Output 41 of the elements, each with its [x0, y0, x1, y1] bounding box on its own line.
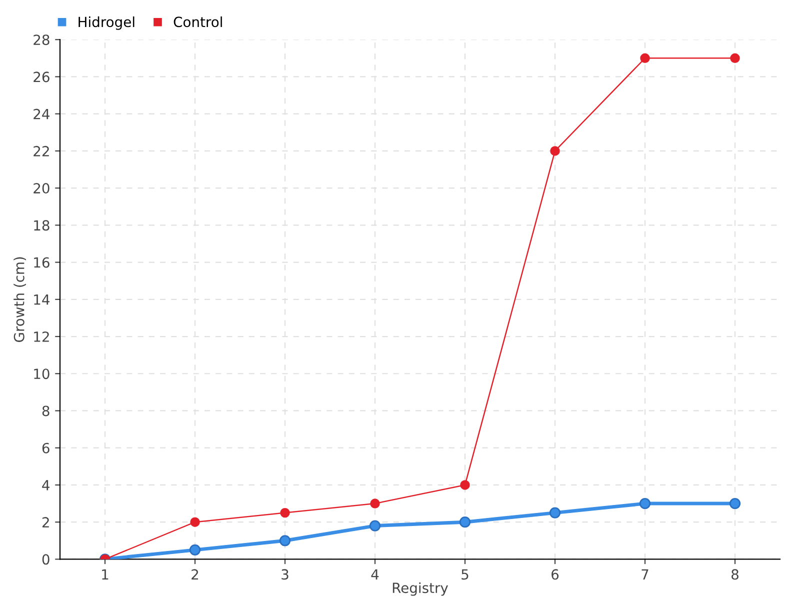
x-tick-label: 4	[371, 569, 379, 580]
x-tick-label: 2	[192, 569, 198, 580]
point	[370, 498, 380, 508]
y-tick-label: 22	[34, 146, 49, 156]
point	[729, 498, 741, 510]
y-tick-label: 4	[42, 480, 50, 490]
point	[189, 544, 201, 556]
x-tick-label: 1	[102, 569, 108, 580]
point	[190, 517, 200, 527]
y-tick-label: 26	[34, 72, 50, 82]
y-tick-label: 0	[42, 554, 50, 565]
y-tick-label: 24	[34, 108, 50, 120]
x-tick-label: 6	[552, 569, 559, 580]
y-tick-label: 18	[34, 220, 50, 231]
point	[730, 53, 740, 64]
x-axis-title: Registry	[392, 582, 448, 596]
y-tick-label: 10	[34, 368, 50, 380]
point	[280, 508, 290, 518]
point	[369, 520, 381, 532]
point	[460, 480, 470, 490]
y-tick-label: 20	[34, 183, 50, 194]
y-tick-label: 16	[34, 257, 50, 268]
x-tick-label: 8	[732, 569, 738, 580]
y-tick-label: 12	[34, 331, 49, 342]
legend-label: Control	[174, 16, 222, 28]
point	[279, 535, 291, 546]
y-tick-label: 14	[34, 294, 50, 305]
point	[549, 507, 561, 518]
y-tick-label: 8	[42, 406, 50, 416]
legend-label: Hidrogel	[78, 16, 134, 30]
y-axis-title: Growth (cm)	[14, 257, 26, 342]
x-tick-label: 7	[642, 569, 648, 580]
y-tick-label: 6	[42, 442, 50, 454]
point	[550, 146, 560, 156]
point	[639, 498, 651, 510]
point	[640, 53, 650, 64]
point	[459, 516, 471, 528]
y-tick-label: 28	[34, 34, 50, 46]
x-tick-label: 5	[462, 569, 468, 580]
x-tick-label: 3	[282, 569, 288, 580]
y-tick-label: 2	[42, 517, 49, 528]
